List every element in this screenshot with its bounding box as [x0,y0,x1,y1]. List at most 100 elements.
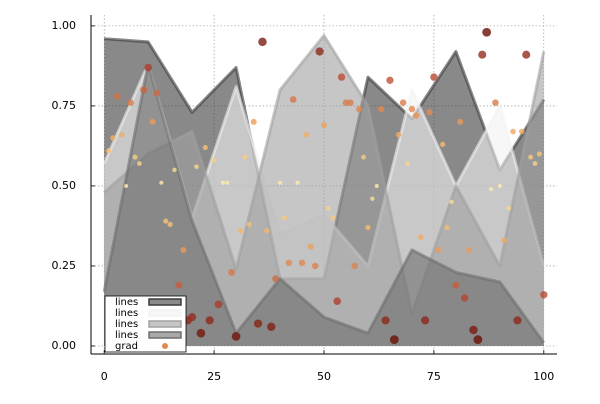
scatter-point [253,319,263,328]
scatter-point [258,37,267,47]
scatter-point [264,228,270,234]
legend-swatch [148,331,182,339]
y-tick-label: 0.75 [52,99,77,112]
scatter-point [370,196,375,201]
scatter-point [267,322,276,331]
scatter-point [205,316,214,325]
scatter-point [492,99,499,107]
legend-label: lines [115,319,138,330]
scatter-point [381,316,390,325]
scatter-point [124,183,129,188]
scatter-point [315,47,324,56]
legend-swatch [148,320,182,328]
scatter-point [127,99,134,107]
scatter-point [321,122,327,129]
scatter-point [228,269,236,276]
scatter-point [522,50,531,59]
scatter-point [452,281,460,289]
scatter-point [440,141,446,147]
area [104,64,544,346]
y-tick-label: 0.25 [52,259,77,272]
scatter-point [132,154,138,160]
scatter-point [326,205,331,211]
scatter-point [110,135,116,141]
scatter-point [417,234,424,240]
scatter-point [351,262,359,270]
scatter-point [386,76,394,84]
scatter-point [466,246,473,253]
scatter-point [196,328,206,338]
scatter-point [399,99,407,107]
scatter-point [330,215,336,221]
scatter-point [333,297,341,305]
scatter-point [118,131,125,138]
scatter-point [377,105,385,113]
scatter-point [163,218,169,224]
scatter-point [536,151,542,157]
scatter-point [202,144,208,151]
scatter-point [510,128,516,135]
scatter-point [501,237,508,244]
scatter-point [408,105,416,113]
x-tick-label: 100 [533,370,554,383]
scatter-point [180,246,187,253]
scatter-point [444,224,450,231]
scatter-point [395,131,402,138]
legend-swatch [148,298,182,306]
scatter-point [457,118,464,125]
x-tick-label: 25 [207,370,221,383]
x-tick-label: 75 [427,370,441,383]
legend-swatch [148,309,182,317]
scatter-point [303,131,310,138]
scatter-point [528,154,534,160]
scatter-point [307,243,314,250]
scatter-point [478,50,487,59]
scatter-point [449,199,454,205]
scatter-point [361,154,367,160]
scatter-point [188,313,197,322]
y-tick-label: 0.50 [52,179,77,192]
scatter-point [149,118,156,125]
scatter-point [374,183,379,188]
scatter-point [214,300,223,309]
scatter-point [237,228,244,234]
line [102,62,546,344]
scatter-point [513,316,522,325]
scatter-point [518,128,525,135]
scatter-point [140,86,148,94]
scatter-point [295,180,300,185]
scatter-point [175,281,183,289]
scatter-point [153,89,161,97]
scatter-point [540,291,548,299]
scatter-point [289,96,297,103]
scatter-point [426,109,433,116]
y-tick-label: 1.00 [52,19,77,32]
scatter-point [355,105,363,113]
scatter-point [144,63,153,72]
scatter-point [405,161,410,166]
scatter-point [194,164,199,170]
scatter-point [389,335,399,344]
scatter-point [337,73,346,81]
scatter-point [211,157,217,163]
scatter-point [159,180,164,185]
y-tick-label: 0.00 [52,339,77,352]
scatter-point [413,112,420,119]
scatter-point [225,180,230,185]
line [103,33,546,316]
scatter-point [430,73,438,81]
scatter-point [277,180,283,185]
legend-label: lines [115,308,138,319]
scatter-point [482,27,492,37]
scatter-point [298,259,306,266]
scatter-point [532,161,538,166]
legend-swatch [162,343,168,349]
scatter-point [231,332,241,341]
scatter-point [113,92,121,100]
scatter-point [220,180,225,185]
legend-label: grad [115,341,138,352]
scatter-point [347,99,354,107]
scatter-point [435,246,442,253]
